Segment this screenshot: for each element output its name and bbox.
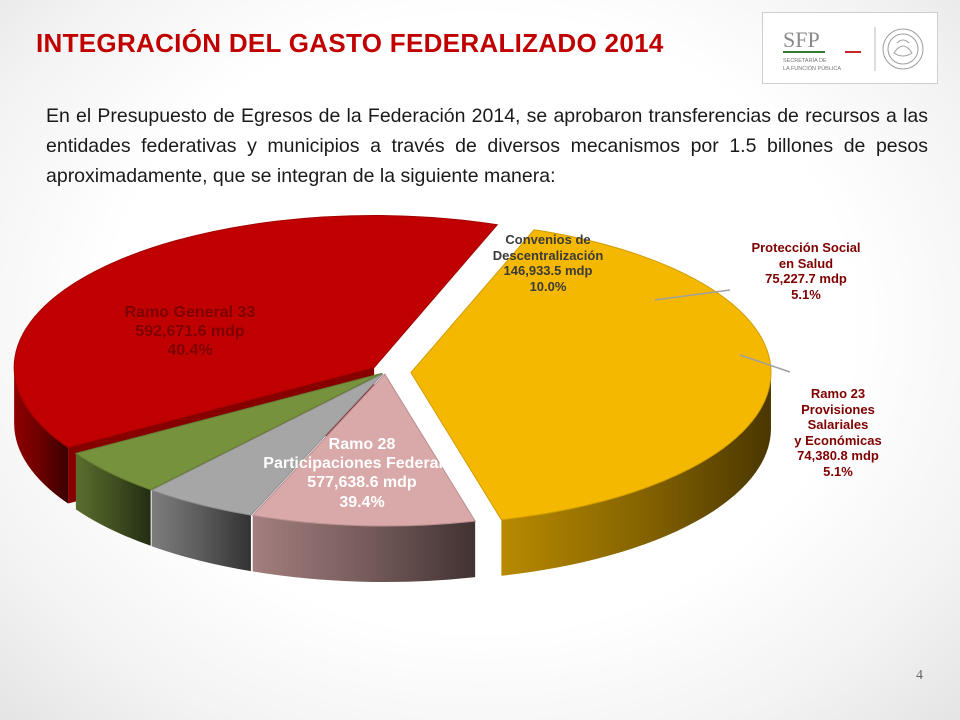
page-number: 4 (916, 668, 923, 683)
slice-4 (74, 372, 383, 491)
leader-line-4 (739, 354, 791, 373)
slice-side-2 (252, 515, 476, 583)
slice-label-percent: 10.0% (529, 278, 567, 294)
slice-label-name: en Salud (778, 255, 834, 271)
slice-label-value: 74,380.8 mdp (797, 448, 879, 464)
slice-label-name: Ramo General 33 (124, 304, 256, 321)
slide-title: INTEGRACIÓN DEL GASTO FEDERALIZADO 2014 (36, 28, 664, 58)
slice-label-4: Ramo 23 Provisiones Salariales y Económicas… (763, 386, 913, 480)
slice-label-name: Participaciones Federales (263, 455, 461, 473)
slice-label-3: Protección Social en Salud 75,227.7 mdp 5.1… (731, 240, 881, 302)
slice-label-value: 75,227.7 mdp (765, 271, 847, 287)
slice-label-name: Ramo 28 (328, 436, 396, 453)
slice-label-2: Convenios de Descentralización 146,933.5 m… (468, 232, 628, 294)
slice-label-percent: 5.1% (791, 286, 821, 302)
slice-label-1: Ramo General 33 592,671.6 mdp 40.4% (115, 303, 265, 361)
slice-1 (410, 229, 772, 521)
slice-label-name: Provisiones (801, 401, 875, 417)
slice-label-value: 146,933.5 mdp (503, 263, 593, 279)
slice-label-name: Protección Social (751, 240, 861, 255)
slice-label-name: Salariales (807, 417, 869, 433)
slice-side-3 (151, 490, 251, 572)
slice-label-percent: 5.1% (823, 463, 853, 479)
slice-label-name: Convenios de (505, 232, 591, 247)
slice-label-value: 577,638.6 mdp (307, 474, 417, 492)
slice-3 (150, 373, 384, 516)
slice-label-name: Ramo 23 (810, 386, 866, 401)
intro-paragraph: En el Presupuesto de Egresos de la Feder… (46, 105, 928, 187)
slice-label-percent: 39.4% (339, 493, 385, 511)
sfp-logo: SFP SECRETARÍA DE LA FUNCIÓN PÚBLICA (762, 12, 938, 84)
slice-label-percent: 40.4% (167, 342, 213, 360)
logo-sfp-text: SFP (783, 27, 820, 52)
slice-label-value: 592,671.6 mdp (135, 323, 245, 341)
slice-side-5 (14, 367, 69, 504)
slice-label-5: Ramo 28 Participaciones Federales 577,638.… (232, 435, 492, 512)
slice-label-name: Descentralización (492, 247, 604, 263)
national-seal-icon (882, 28, 924, 70)
slice-side-4 (75, 453, 151, 546)
slice-side-1 (501, 372, 771, 576)
leader-line-3 (654, 289, 731, 301)
slice-label-name: y Económicas (794, 432, 882, 448)
slice-5 (13, 215, 499, 449)
logo-line2: LA FUNCIÓN PÚBLICA (783, 65, 841, 72)
logo-line1: SECRETARÍA DE (783, 57, 827, 64)
slice-2 (251, 373, 477, 527)
